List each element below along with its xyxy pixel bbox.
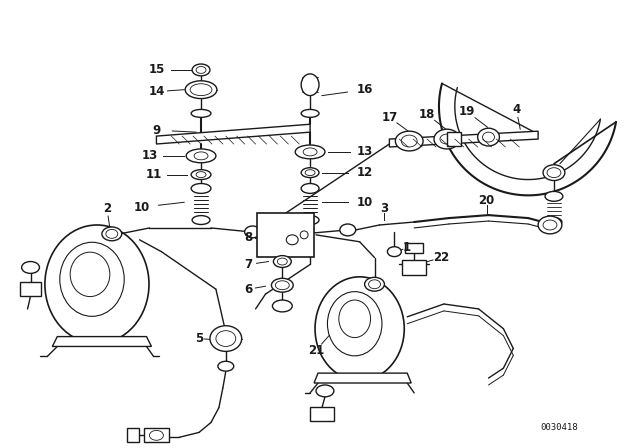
Ellipse shape <box>440 134 454 144</box>
Ellipse shape <box>434 129 460 149</box>
Ellipse shape <box>286 235 298 245</box>
Ellipse shape <box>216 331 236 346</box>
Ellipse shape <box>218 361 234 371</box>
Ellipse shape <box>295 145 325 159</box>
Ellipse shape <box>22 262 40 273</box>
FancyBboxPatch shape <box>127 428 139 442</box>
Text: 18: 18 <box>419 108 435 121</box>
FancyBboxPatch shape <box>143 428 170 442</box>
Text: 10: 10 <box>133 201 150 214</box>
Text: 20: 20 <box>479 194 495 207</box>
Ellipse shape <box>191 184 211 194</box>
Text: 9: 9 <box>152 124 161 137</box>
Ellipse shape <box>477 128 499 146</box>
Text: 3: 3 <box>380 202 388 215</box>
Ellipse shape <box>547 168 561 177</box>
Text: 6: 6 <box>244 283 253 296</box>
Ellipse shape <box>546 218 562 227</box>
Ellipse shape <box>339 300 371 338</box>
Ellipse shape <box>275 281 289 290</box>
Ellipse shape <box>273 300 292 312</box>
Ellipse shape <box>538 216 562 234</box>
Ellipse shape <box>192 64 210 76</box>
Ellipse shape <box>369 280 380 289</box>
Ellipse shape <box>196 172 206 177</box>
Text: 17: 17 <box>381 111 397 124</box>
Ellipse shape <box>396 131 423 151</box>
Ellipse shape <box>273 256 291 267</box>
Text: 16: 16 <box>356 83 372 96</box>
Text: 11: 11 <box>145 168 161 181</box>
Ellipse shape <box>271 278 293 292</box>
Ellipse shape <box>545 191 563 201</box>
Ellipse shape <box>196 66 206 73</box>
Ellipse shape <box>365 277 385 291</box>
Text: 12: 12 <box>356 166 372 179</box>
Text: 0030418: 0030418 <box>540 423 578 432</box>
Text: 8: 8 <box>244 231 253 244</box>
Text: 5: 5 <box>195 332 203 345</box>
Ellipse shape <box>150 431 163 440</box>
Ellipse shape <box>60 242 124 316</box>
Ellipse shape <box>305 170 315 176</box>
FancyBboxPatch shape <box>447 132 461 146</box>
Text: 4: 4 <box>512 103 520 116</box>
FancyBboxPatch shape <box>310 407 334 421</box>
Ellipse shape <box>190 84 212 95</box>
Text: 21: 21 <box>308 344 324 357</box>
FancyBboxPatch shape <box>20 282 42 296</box>
Ellipse shape <box>192 215 210 224</box>
Ellipse shape <box>300 231 308 239</box>
Text: 7: 7 <box>244 258 253 271</box>
Polygon shape <box>389 131 538 147</box>
Text: 22: 22 <box>433 251 449 264</box>
Ellipse shape <box>303 148 317 156</box>
Ellipse shape <box>301 168 319 177</box>
Ellipse shape <box>244 226 260 238</box>
Text: 1: 1 <box>403 241 412 254</box>
Ellipse shape <box>543 165 565 181</box>
Ellipse shape <box>543 220 557 230</box>
Ellipse shape <box>210 326 242 351</box>
Ellipse shape <box>387 247 401 257</box>
Polygon shape <box>52 336 152 346</box>
Ellipse shape <box>277 258 287 265</box>
Text: 2: 2 <box>103 202 111 215</box>
Text: 14: 14 <box>148 85 164 98</box>
Ellipse shape <box>45 225 149 344</box>
Ellipse shape <box>301 184 319 194</box>
Ellipse shape <box>483 132 495 142</box>
Ellipse shape <box>328 292 382 356</box>
Ellipse shape <box>106 229 118 238</box>
Ellipse shape <box>185 81 217 99</box>
FancyBboxPatch shape <box>405 243 423 253</box>
Text: 10: 10 <box>356 196 372 209</box>
Polygon shape <box>156 124 310 144</box>
Text: 19: 19 <box>458 105 475 118</box>
Ellipse shape <box>102 227 122 241</box>
Ellipse shape <box>301 74 319 95</box>
Ellipse shape <box>316 385 334 397</box>
Text: 13: 13 <box>356 146 372 159</box>
Text: 15: 15 <box>148 64 164 77</box>
Ellipse shape <box>70 252 110 297</box>
Ellipse shape <box>401 135 417 147</box>
Ellipse shape <box>191 109 211 117</box>
FancyBboxPatch shape <box>257 213 314 257</box>
Ellipse shape <box>315 277 404 380</box>
Ellipse shape <box>194 152 208 160</box>
Ellipse shape <box>301 215 319 224</box>
Ellipse shape <box>191 170 211 180</box>
Ellipse shape <box>301 109 319 117</box>
Text: 13: 13 <box>141 149 157 162</box>
Ellipse shape <box>186 149 216 163</box>
Ellipse shape <box>340 224 356 236</box>
FancyBboxPatch shape <box>403 259 426 276</box>
Polygon shape <box>314 373 412 383</box>
